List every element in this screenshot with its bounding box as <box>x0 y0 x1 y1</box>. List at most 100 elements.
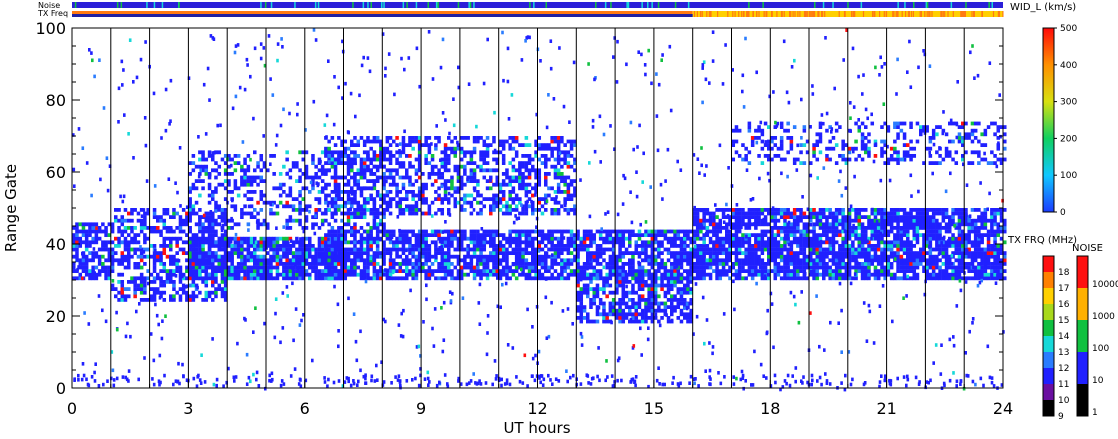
data-cell <box>353 226 357 230</box>
data-cell <box>618 319 622 324</box>
noise-mark <box>847 2 849 8</box>
data-cell <box>747 226 752 230</box>
data-cell <box>815 211 820 216</box>
data-cell <box>308 272 312 277</box>
data-cell <box>104 258 108 263</box>
data-cell <box>521 164 525 169</box>
data-cell <box>91 236 95 241</box>
data-cell <box>644 319 648 324</box>
data-cell <box>563 276 567 281</box>
data-cell <box>492 262 496 266</box>
data-cell <box>576 298 580 302</box>
data-cell <box>253 247 257 252</box>
data-cell <box>369 240 373 245</box>
data-cell <box>223 272 228 277</box>
data-cell <box>757 208 761 212</box>
data-cell <box>356 168 361 173</box>
data-cell <box>236 272 241 277</box>
data-cell <box>796 272 800 277</box>
data-cell <box>256 240 260 245</box>
data-cell <box>637 301 642 306</box>
data-cell <box>666 276 671 281</box>
data-cell <box>220 218 225 223</box>
data-cell <box>227 276 231 281</box>
data-cell <box>424 139 428 144</box>
data-cell <box>715 208 719 212</box>
data-cell <box>201 233 205 237</box>
data-cell <box>670 236 674 241</box>
data-cell <box>818 272 823 277</box>
data-cell <box>725 254 729 259</box>
data-cell <box>253 168 257 173</box>
data-cell <box>670 265 674 270</box>
data-cell <box>563 154 567 158</box>
data-cell <box>783 236 787 241</box>
data-cell <box>314 276 318 281</box>
data-cell <box>579 269 584 273</box>
data-cell <box>582 276 587 281</box>
data-cell <box>734 251 739 255</box>
data-cell <box>450 175 454 180</box>
data-cell <box>647 305 651 309</box>
data-cell <box>815 262 820 266</box>
data-cell <box>673 244 677 248</box>
data-cell <box>476 211 480 216</box>
data-cell <box>405 229 409 234</box>
data-cell <box>508 211 512 216</box>
data-cell <box>737 251 742 255</box>
data-cell <box>133 247 137 252</box>
data-cell <box>760 233 765 237</box>
data-cell <box>414 244 419 248</box>
data-cell <box>340 197 344 201</box>
data-cell <box>123 294 128 299</box>
data-cell <box>573 161 577 165</box>
data-cell <box>809 215 813 219</box>
data-cell <box>699 247 703 252</box>
data-cell <box>540 240 545 245</box>
data-cell <box>311 182 315 187</box>
data-cell <box>650 305 655 309</box>
data-cell <box>637 294 642 299</box>
data-cell <box>731 244 736 248</box>
data-cell <box>453 168 458 173</box>
data-cell <box>492 240 496 245</box>
data-cell <box>560 247 564 252</box>
data-cell <box>615 272 619 277</box>
data-cell <box>534 186 538 191</box>
data-cell <box>236 254 241 259</box>
data-cell <box>501 157 506 162</box>
data-cell <box>211 168 215 173</box>
data-cell <box>417 136 422 140</box>
data-cell <box>343 150 348 155</box>
data-cell <box>576 294 580 299</box>
data-cell <box>750 222 755 227</box>
data-cell <box>476 254 480 259</box>
txfreq-mark <box>981 11 983 17</box>
data-cell <box>734 254 739 259</box>
data-cell <box>149 298 154 302</box>
data-cell <box>673 308 677 313</box>
data-cell <box>653 301 658 306</box>
data-cell <box>670 294 674 299</box>
data-cell <box>220 290 225 295</box>
data-cell <box>337 182 341 187</box>
data-cell <box>737 269 742 273</box>
data-cell <box>327 182 331 187</box>
data-cell <box>598 301 603 306</box>
data-cell <box>754 265 758 270</box>
data-cell <box>566 208 571 212</box>
data-cell <box>702 236 706 241</box>
data-cell <box>227 172 231 176</box>
data-cell <box>249 190 254 194</box>
data-cell <box>417 254 422 259</box>
data-cell <box>750 265 755 270</box>
data-cell <box>259 244 264 248</box>
data-cell <box>401 146 406 151</box>
data-cell <box>618 254 622 259</box>
data-cell <box>489 197 493 201</box>
data-cell <box>94 236 99 241</box>
data-cell <box>822 215 826 219</box>
data-cell <box>527 161 532 165</box>
data-cell <box>712 218 716 223</box>
txfreq-mark <box>973 11 975 17</box>
